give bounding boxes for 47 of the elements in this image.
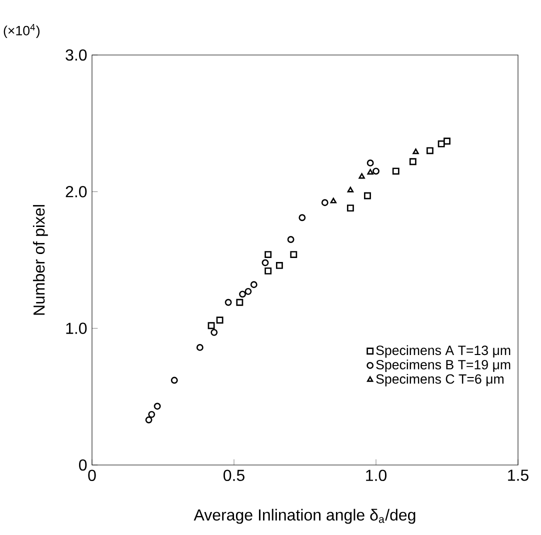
point	[347, 186, 354, 192]
point	[276, 262, 283, 269]
point	[236, 298, 244, 306]
point	[170, 376, 178, 384]
point	[264, 267, 272, 274]
point	[262, 259, 269, 266]
point	[438, 140, 445, 148]
text: (×10$^{4}$)	[4, 24, 40, 38]
point	[224, 298, 232, 306]
point	[392, 168, 400, 175]
x-tick-label: 0.5	[224, 470, 244, 482]
point	[358, 173, 365, 179]
y-tick-label: 2.0	[66, 186, 87, 198]
point	[145, 416, 152, 424]
point	[372, 168, 380, 175]
point	[321, 199, 328, 206]
point	[426, 147, 434, 154]
legend-label: Specimens B T=19 μm	[376, 360, 510, 372]
point	[366, 159, 374, 166]
point	[239, 290, 246, 298]
point	[346, 204, 354, 212]
point	[364, 192, 371, 200]
legend-label: Specimens A T=13 μm	[376, 345, 510, 358]
y-tick-label: 3.0	[66, 49, 87, 61]
y-tick-label: 1.0	[66, 322, 87, 334]
point	[330, 198, 336, 204]
point	[287, 236, 294, 243]
point	[154, 402, 161, 410]
point	[290, 251, 298, 258]
point	[298, 214, 306, 222]
point	[444, 138, 450, 145]
point	[196, 344, 204, 351]
x-tick-label: 0	[88, 470, 96, 482]
point	[409, 158, 416, 166]
point	[216, 316, 224, 324]
x-axis-title: Average Inlination angle δ$_{a}$/deg	[194, 508, 416, 524]
legend-label: Specimens C T=6 μm	[376, 374, 504, 386]
y-axis-title: Number of pixel	[32, 205, 48, 315]
x-tick-label: 1.5	[508, 470, 528, 481]
point	[148, 410, 156, 418]
point	[244, 288, 252, 295]
point	[208, 322, 215, 330]
point	[264, 251, 272, 258]
y-tick-label: 0	[79, 459, 87, 471]
point	[210, 328, 218, 336]
x-tick-label: 1.0	[366, 470, 387, 482]
point	[250, 281, 258, 288]
